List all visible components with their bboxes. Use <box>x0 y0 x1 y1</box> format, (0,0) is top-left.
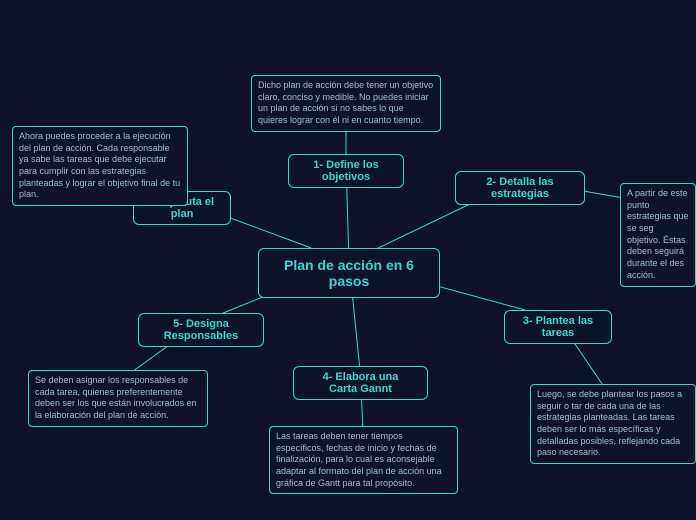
desc-6: Ahora puedes proceder a la ejecución del… <box>12 126 188 206</box>
desc-1: Dicho plan de acción debe tener un objet… <box>251 75 441 132</box>
desc-4: Las tareas deben tener tiempos específic… <box>269 426 458 494</box>
step-2[interactable]: 2- Detalla las estrategias <box>455 171 585 205</box>
step-4[interactable]: 4- Elabora una Carta Gannt <box>293 366 428 400</box>
center-node[interactable]: Plan de acción en 6 pasos <box>258 248 440 298</box>
step-3[interactable]: 3- Plantea las tareas <box>504 310 612 344</box>
desc-2: A partir de este punto estrategias que s… <box>620 183 696 287</box>
step-5[interactable]: 5- Designa Responsables <box>138 313 264 347</box>
desc-5: Se deben asignar los responsables de cad… <box>28 370 208 427</box>
desc-3: Luego, se debe plantear los pasos a segu… <box>530 384 696 464</box>
step-1[interactable]: 1- Define los objetivos <box>288 154 404 188</box>
